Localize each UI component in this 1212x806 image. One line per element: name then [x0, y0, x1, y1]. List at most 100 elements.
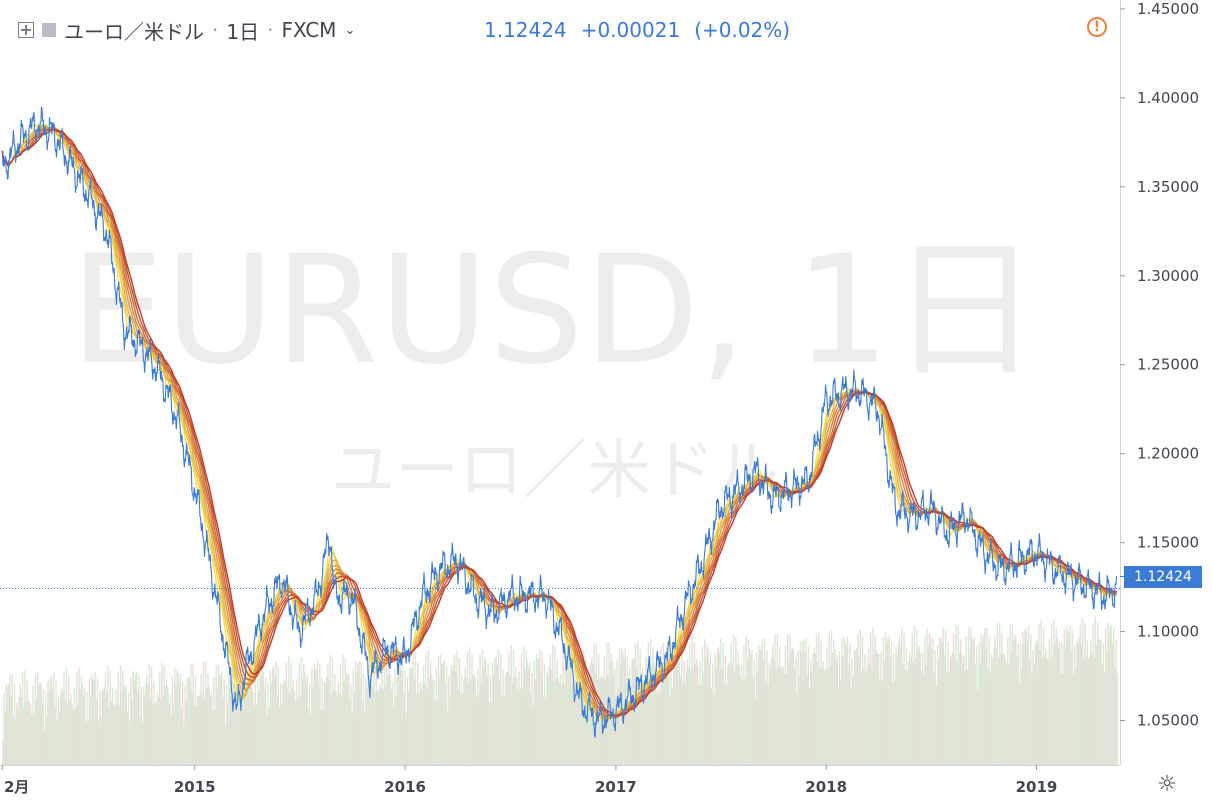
volume-bar: [752, 678, 754, 765]
volume-bar: [792, 649, 795, 765]
volume-bar: [65, 667, 68, 765]
volume-bar: [194, 675, 197, 765]
volume-bar: [1113, 627, 1115, 765]
volume-bar: [694, 663, 697, 765]
volume-bar: [713, 693, 715, 765]
volume-bar: [240, 688, 243, 765]
volume-bar: [564, 644, 567, 765]
volume-bar: [298, 663, 300, 765]
volume-bar: [410, 667, 412, 765]
volume-bar: [1007, 637, 1009, 765]
compare-plus-icon[interactable]: [18, 22, 34, 38]
volume-bar: [566, 646, 569, 765]
volume-bar: [533, 660, 535, 765]
volume-bar: [785, 674, 788, 765]
volume-bar: [293, 691, 296, 765]
volume-bar: [380, 687, 382, 765]
price-axis[interactable]: 1.05000 1.10000 1.15000 1.20000 1.25000 1.300…: [1120, 0, 1199, 730]
volume-bar: [911, 633, 913, 765]
volume-bar: [1040, 619, 1042, 765]
x-tick-label: 2017: [595, 778, 637, 796]
volume-bar: [1020, 667, 1023, 765]
volume-bar: [775, 669, 777, 765]
volume-bar: [1046, 658, 1048, 765]
volume-bar: [905, 647, 908, 765]
volume-bar: [61, 687, 63, 765]
volume-bar: [101, 690, 103, 765]
volume-bar: [670, 667, 673, 765]
volume-bar: [865, 670, 867, 765]
volume-bar: [282, 684, 284, 765]
volume-bar: [709, 651, 712, 765]
volume-bar: [939, 638, 941, 765]
volume-bar: [1009, 624, 1011, 765]
volume-bar: [486, 675, 488, 765]
volume-bar: [735, 637, 737, 765]
volume-bar: [1107, 621, 1109, 765]
volume-bar: [526, 660, 528, 765]
volume-bar: [349, 698, 351, 765]
exchange-label[interactable]: FXCM: [281, 18, 337, 42]
symbol-name[interactable]: ユーロ／米ドル: [64, 19, 204, 44]
volume-bar: [760, 646, 762, 765]
volume-bar: [49, 679, 51, 765]
volume-bar: [465, 677, 467, 765]
volume-bar: [640, 680, 643, 765]
volume-bar: [259, 660, 261, 765]
volume-bar: [853, 649, 856, 765]
volume-bar: [793, 669, 796, 765]
volume-bar: [197, 695, 199, 765]
volume-bar: [1058, 642, 1061, 765]
volume-bar: [546, 672, 548, 765]
volume-bar: [557, 678, 560, 765]
volume-bar: [67, 675, 70, 765]
volume-bar: [387, 674, 389, 765]
volume-bar: [708, 662, 711, 765]
volume-bar: [759, 649, 761, 765]
volume-bar: [333, 689, 335, 765]
last-price-label: 1.12424: [1124, 566, 1202, 588]
volume-bar: [417, 662, 419, 765]
volume-bar: [916, 629, 918, 765]
volume-bar: [202, 661, 205, 765]
volume-bar: [127, 692, 130, 765]
volume-bar: [763, 639, 766, 765]
volume-bar: [562, 654, 564, 765]
volume-bar: [831, 652, 834, 765]
volume-bar: [215, 665, 217, 765]
volume-bar: [399, 661, 402, 765]
volume-bar: [730, 643, 732, 765]
volume-bar: [184, 685, 186, 765]
volume-bar: [1033, 663, 1035, 765]
volume-bar: [112, 703, 115, 765]
time-axis[interactable]: 2月 2015 2016 2017 2018 2019: [1, 765, 1057, 796]
interval-label[interactable]: 1日: [226, 19, 260, 44]
volume-bar: [208, 686, 210, 765]
volume-bar: [124, 687, 126, 765]
volume-bar: [422, 665, 425, 765]
volume-bar: [1026, 640, 1029, 765]
volume-bar: [630, 683, 632, 765]
volume-bar: [669, 696, 671, 765]
volume-bar: [140, 686, 142, 765]
warning-icon[interactable]: !: [1087, 17, 1107, 37]
volume-bar: [64, 698, 66, 765]
volume-bar: [941, 641, 943, 765]
volume-bar: [679, 676, 682, 765]
volume-bar: [1098, 638, 1100, 765]
volume-bar: [421, 683, 424, 765]
chevron-down-icon[interactable]: ⌄: [344, 22, 356, 38]
volume-bar: [814, 652, 817, 765]
volume-bar: [739, 676, 742, 765]
volume-bar: [1091, 652, 1093, 765]
volume-bar: [736, 664, 738, 765]
volume-bar: [6, 688, 9, 765]
volume-bar: [565, 671, 568, 765]
volume-bar: [36, 671, 39, 765]
settings-gear-icon[interactable]: ☼: [1157, 772, 1177, 797]
volume-bar: [801, 641, 804, 765]
volume-bar: [1002, 653, 1004, 765]
volume-bar: [269, 671, 272, 765]
